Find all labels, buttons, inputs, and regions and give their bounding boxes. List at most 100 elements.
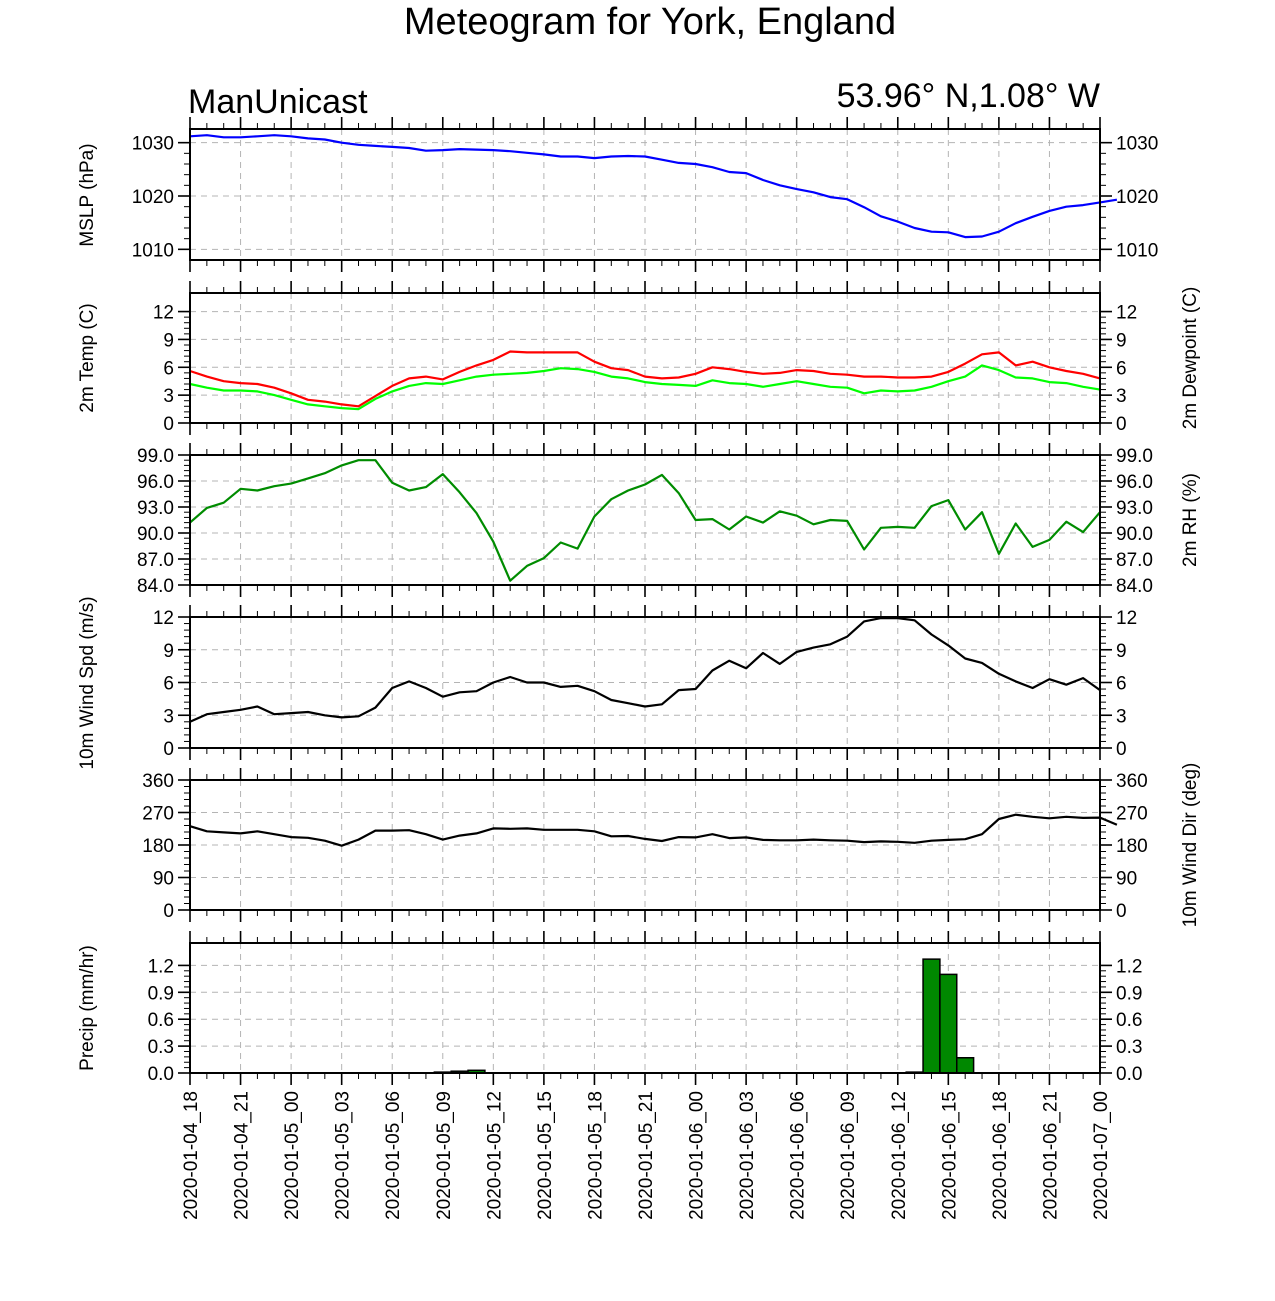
y-tick-label-right: 270: [1116, 804, 1148, 825]
y-tick-label-left: 90: [153, 869, 174, 890]
y-tick-label-left: 99.0: [137, 446, 174, 467]
y-tick-label-right: 0.3: [1116, 1037, 1142, 1058]
y-tick-label-right: 87.0: [1116, 550, 1153, 571]
y-tick-label-left: 1.2: [148, 956, 174, 977]
winddir-series-line-0: [189, 813, 1118, 847]
x-tick-label: 2020-01-06_09: [838, 1091, 859, 1220]
y-tick-label-right: 1020: [1116, 187, 1158, 208]
x-tick-label: 2020-01-04_21: [232, 1091, 253, 1220]
chart-title: Meteogram for York, England: [404, 1, 896, 43]
y-tick-label-right: 1010: [1116, 240, 1158, 261]
x-tick-label: 2020-01-05_00: [282, 1091, 303, 1220]
y-tick-label-left: 180: [142, 836, 174, 857]
y-tick-label-left: 0.9: [148, 983, 174, 1004]
y-tick-label-right: 96.0: [1116, 472, 1153, 493]
y-tick-label-left: 1010: [132, 240, 174, 261]
y-tick-label-right: 84.0: [1116, 576, 1153, 597]
y-tick-label-right: 90: [1116, 869, 1137, 890]
y-tick-label-right: 6: [1116, 358, 1127, 379]
y-tick-label-right: 0.0: [1116, 1064, 1142, 1085]
rh-ylabel-right: 2m RH (%): [1180, 473, 1201, 567]
y-tick-label-left: 84.0: [137, 576, 174, 597]
x-axis: 2020-01-04_18 2020-01-04_21 2020-01-05_00 2…: [181, 1091, 1112, 1220]
y-tick-label-left: 93.0: [137, 498, 174, 519]
y-tick-label-left: 87.0: [137, 550, 174, 571]
panel-temp: 0 0 3 3 6 6 9 9 12 12 2m Temp (C) 2m Dewpoint (C): [77, 281, 1201, 435]
y-tick-label-left: 0: [163, 901, 174, 922]
panels-group: 1010 1010 1020 1020 1030 1030 MSLP (hPa) 0 0 3 3 6 6…: [77, 117, 1201, 1085]
windspd-ylabel-left: 10m Wind Spd (m/s): [77, 596, 98, 769]
y-tick-label-left: 12: [153, 608, 174, 629]
panel-mslp: 1010 1010 1020 1020 1030 1030 MSLP (hPa): [77, 117, 1158, 272]
windspd-series-line-0: [189, 616, 1101, 723]
panel-frame: [189, 454, 1101, 586]
y-tick-label-left: 0.3: [148, 1037, 174, 1058]
temp-ylabel-left: 2m Temp (C): [77, 303, 98, 412]
temp-ylabel-right: 2m Dewpoint (C): [1180, 287, 1201, 430]
x-tick-label: 2020-01-06_18: [990, 1091, 1011, 1220]
y-tick-label-right: 12: [1116, 608, 1137, 629]
x-tick-label: 2020-01-05_18: [585, 1091, 606, 1220]
y-tick-label-left: 9: [163, 330, 174, 351]
y-tick-label-left: 9: [163, 641, 174, 662]
panel-frame: [189, 292, 1101, 424]
x-tick-label: 2020-01-04_18: [181, 1091, 202, 1220]
x-tick-label: 2020-01-06_15: [939, 1091, 960, 1220]
y-tick-label-left: 270: [142, 804, 174, 825]
y-tick-label-right: 0: [1116, 901, 1127, 922]
panel-rh: 84.0 84.0 87.0 87.0 90.0 90.0 93.0 93.0 96.0 96.0…: [137, 443, 1201, 597]
y-tick-label-left: 360: [142, 771, 174, 792]
y-tick-label-right: 180: [1116, 836, 1148, 857]
precip-ylabel-left: Precip (mm/hr): [77, 945, 98, 1071]
panel-frame: [189, 942, 1101, 1074]
x-tick-label: 2020-01-05_21: [636, 1091, 657, 1220]
y-tick-label-left: 90.0: [137, 524, 174, 545]
x-tick-label: 2020-01-05_15: [535, 1091, 556, 1220]
y-tick-label-right: 6: [1116, 674, 1127, 695]
y-tick-label-left: 0: [163, 414, 174, 435]
temp-series-line-0: [189, 350, 1101, 408]
y-tick-label-left: 0.6: [148, 1010, 174, 1031]
panel-frame: [189, 616, 1101, 749]
y-tick-label-right: 93.0: [1116, 498, 1153, 519]
y-tick-label-right: 9: [1116, 330, 1127, 351]
x-tick-label: 2020-01-06_12: [889, 1091, 910, 1220]
x-tick-label: 2020-01-05_06: [383, 1091, 404, 1220]
mslp-series-line-0: [189, 134, 1118, 239]
precip-bar: [922, 958, 941, 1074]
y-tick-label-left: 6: [163, 358, 174, 379]
y-tick-label-right: 3: [1116, 386, 1127, 407]
precip-bar: [956, 1057, 975, 1074]
y-tick-label-right: 1.2: [1116, 956, 1142, 977]
x-tick-label: 2020-01-06_00: [687, 1091, 708, 1220]
mslp-ylabel-left: MSLP (hPa): [77, 143, 98, 246]
y-tick-label-right: 0.6: [1116, 1010, 1142, 1031]
rh-series-line-0: [189, 459, 1101, 582]
panel-winddir: 0 0 90 90 180 180 270 270 360 360 10m Wind Dir (de…: [142, 763, 1201, 928]
x-tick-label: 2020-01-05_03: [333, 1091, 354, 1220]
y-tick-label-left: 6: [163, 674, 174, 695]
y-tick-label-right: 9: [1116, 641, 1127, 662]
x-tick-label: 2020-01-06_03: [737, 1091, 758, 1220]
precip-bar: [939, 973, 958, 1074]
y-tick-label-right: 1030: [1116, 134, 1158, 155]
y-tick-label-right: 0.9: [1116, 983, 1142, 1004]
x-tick-label: 2020-01-06_21: [1040, 1091, 1061, 1220]
panel-frame: [189, 128, 1101, 261]
y-tick-label-right: 0: [1116, 414, 1127, 435]
y-tick-label-right: 0: [1116, 739, 1127, 760]
x-tick-label: 2020-01-05_12: [484, 1091, 505, 1220]
panel-frame: [189, 779, 1101, 911]
y-tick-label-left: 3: [163, 386, 174, 407]
x-tick-label: 2020-01-05_09: [434, 1091, 455, 1220]
y-tick-label-right: 3: [1116, 706, 1127, 727]
y-tick-label-left: 12: [153, 303, 174, 324]
y-tick-label-right: 360: [1116, 771, 1148, 792]
temp-series-line-1: [189, 364, 1101, 411]
y-tick-label-left: 3: [163, 706, 174, 727]
y-tick-label-left: 0: [163, 739, 174, 760]
panel-precip: 0.0 0.0 0.3 0.3 0.6 0.6 0.9 0.9 1.2 1.2 Precip (mm…: [77, 931, 1142, 1085]
y-tick-label-right: 12: [1116, 303, 1137, 324]
y-tick-label-left: 1030: [132, 134, 174, 155]
